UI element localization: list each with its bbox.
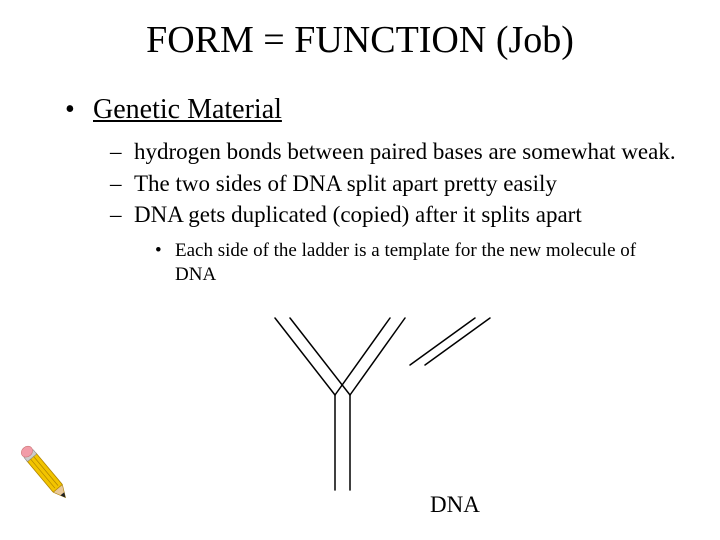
sub-bullet: – DNA gets duplicated (copied) after it … [110, 201, 680, 229]
dash-marker: – [110, 138, 134, 166]
dash-marker: – [110, 170, 134, 198]
bullet-marker: • [65, 94, 93, 126]
pencil-svg [18, 430, 98, 510]
dna-label: DNA [430, 492, 480, 518]
dna-fork-svg [250, 310, 510, 500]
dna-fork-diagram [250, 310, 510, 500]
content-area: • Genetic Material – hydrogen bonds betw… [0, 72, 720, 286]
sub-bullet-text: hydrogen bonds between paired bases are … [134, 138, 680, 166]
sub-bullet: – hydrogen bonds between paired bases ar… [110, 138, 680, 166]
pencil-icon [18, 430, 98, 510]
heading-text: Genetic Material [93, 94, 282, 126]
dash-marker: – [110, 201, 134, 229]
sub-sub-bullet: • Each side of the ladder is a template … [155, 239, 680, 287]
slide-title: FORM = FUNCTION (Job) [0, 0, 720, 72]
bullet-marker: • [155, 239, 175, 287]
sub-sub-bullet-text: Each side of the ladder is a template fo… [175, 239, 680, 287]
sub-bullet: – The two sides of DNA split apart prett… [110, 170, 680, 198]
sub-bullet-text: DNA gets duplicated (copied) after it sp… [134, 201, 680, 229]
heading-bullet: • Genetic Material [65, 94, 680, 126]
sub-bullet-text: The two sides of DNA split apart pretty … [134, 170, 680, 198]
